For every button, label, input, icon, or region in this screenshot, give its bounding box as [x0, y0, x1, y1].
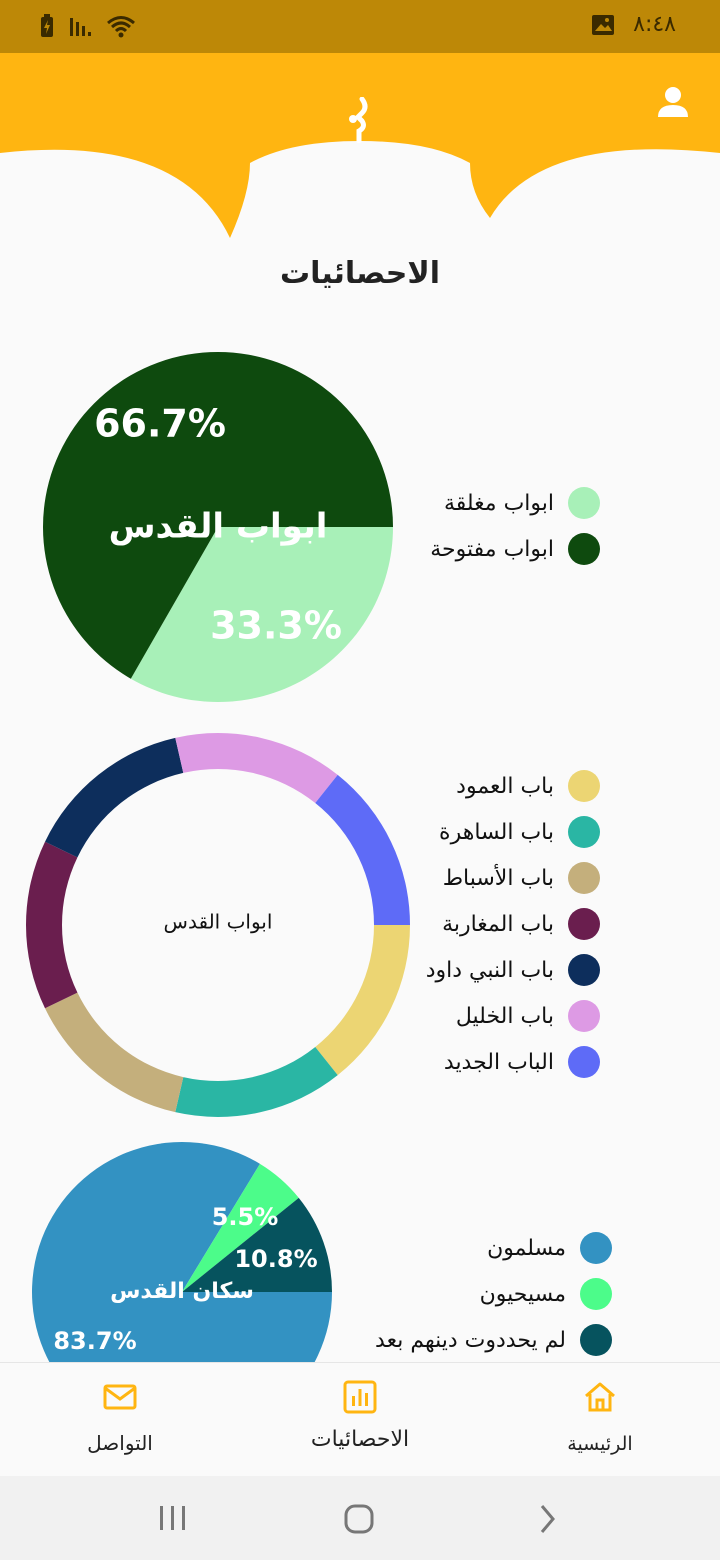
legend-item: الباب الجديد: [400, 1039, 600, 1085]
legend-label: مسيحيون: [479, 1281, 566, 1307]
pie-slice: [42, 352, 393, 679]
legend-item: باب العمود: [400, 763, 600, 809]
signal-icon: [70, 18, 91, 36]
legend-label: باب الأسباط: [442, 865, 554, 891]
pie-slice: [182, 1163, 299, 1292]
system-navigation-bar: [0, 1476, 720, 1560]
legend-label: ابواب مغلقة: [443, 490, 554, 516]
donut-segment: [175, 733, 338, 804]
nav-label-contact: التواصل: [87, 1431, 153, 1455]
home-icon: [585, 1382, 615, 1412]
legend-dot: [580, 1324, 612, 1356]
donut-segment: [315, 925, 410, 1076]
donut-segment: [315, 774, 410, 925]
legend-dot: [568, 908, 600, 940]
nav-label-statistics: الاحصائيات: [310, 1427, 410, 1452]
gates-donut-chart: ابواب القدس: [26, 733, 410, 1117]
profile-button[interactable]: [656, 85, 690, 119]
population-pie-chart: 83.7% 5.5% 10.8% سكان القدس: [32, 1142, 332, 1362]
legend-dot: [568, 770, 600, 802]
nav-item-statistics[interactable]: الاحصائيات: [280, 1363, 440, 1477]
gates-open-closed-pie-chart: 66.7% 33.3% ابواب القدس: [42, 352, 393, 702]
legend-dot: [568, 816, 600, 848]
nav-item-contact[interactable]: التواصل: [40, 1363, 200, 1477]
chart2-legend: باب العمود باب الساهرة باب الأسباط باب ا…: [400, 763, 600, 1085]
legend-dot: [580, 1278, 612, 1310]
page-title: الاحصائيات: [280, 256, 440, 291]
legend-dot: [568, 862, 600, 894]
legend-item: باب الخليل: [400, 993, 600, 1039]
app-header: [0, 53, 720, 243]
legend-item: باب الأسباط: [400, 855, 600, 901]
nav-label-home: الرئيسية: [567, 1433, 633, 1455]
legend-item: ابواب مغلقة: [400, 480, 600, 526]
legend-item: باب النبي داود: [400, 947, 600, 993]
legend-item: مسيحيون: [330, 1271, 612, 1317]
recent-apps-icon[interactable]: [158, 1504, 188, 1532]
chart1-legend: ابواب مغلقة ابواب مفتوحة: [400, 480, 600, 572]
pie-slice: [130, 527, 393, 702]
legend-label: ابواب مفتوحة: [430, 536, 554, 562]
legend-dot: [568, 954, 600, 986]
legend-label: مسلمون: [487, 1235, 566, 1261]
legend-label: الباب الجديد: [443, 1049, 554, 1075]
mail-icon: [103, 1384, 137, 1410]
legend-dot: [568, 533, 600, 565]
legend-label: باب المغاربة: [442, 911, 554, 937]
legend-dot: [568, 487, 600, 519]
pie-slice: [32, 1142, 332, 1362]
slice-label: 66.7%: [94, 402, 226, 446]
home-circle-icon[interactable]: [344, 1504, 374, 1534]
donut-segment: [45, 737, 184, 858]
legend-label: باب النبي داود: [425, 957, 554, 983]
legend-item: باب المغاربة: [400, 901, 600, 947]
legend-dot: [568, 1046, 600, 1078]
slice-label: 5.5%: [212, 1203, 279, 1231]
bar-chart-icon: [343, 1380, 377, 1414]
slice-label: 10.8%: [234, 1245, 317, 1273]
slice-label: 83.7%: [53, 1327, 136, 1355]
status-time: ٨:٤٨: [633, 12, 676, 37]
app-logo: [349, 97, 368, 143]
donut-segment: [26, 841, 78, 1009]
donut-segment: [175, 1046, 338, 1117]
slice-label: 33.3%: [210, 604, 342, 648]
back-icon[interactable]: [537, 1504, 557, 1534]
legend-label: لم يحددوت دينهم بعد: [375, 1327, 566, 1353]
legend-label: باب العمود: [456, 773, 554, 799]
chart3-legend: مسلمون مسيحيون لم يحددوت دينهم بعد: [330, 1225, 612, 1363]
header-dome-shape: [0, 53, 720, 238]
legend-dot: [580, 1232, 612, 1264]
wifi-icon: [107, 16, 135, 38]
status-bar: ٨:٤٨: [0, 0, 720, 53]
chart-center-label: ابواب القدس: [109, 507, 328, 547]
legend-item: باب الساهرة: [400, 809, 600, 855]
pie-slice: [182, 1197, 332, 1292]
gallery-icon: [592, 14, 615, 35]
legend-label: باب الخليل: [455, 1003, 554, 1029]
donut-segment: [45, 992, 184, 1113]
legend-item: مسلمون: [330, 1225, 612, 1271]
chart-center-label: ابواب القدس: [164, 910, 273, 934]
bottom-navigation: التواصل الاحصائيات الرئيسية: [0, 1362, 720, 1477]
chart-center-label: سكان القدس: [110, 1279, 254, 1304]
battery-charging-icon: [41, 14, 53, 37]
legend-label: باب الساهرة: [439, 819, 554, 845]
legend-item: لم يحددوت دينهم بعد: [330, 1317, 612, 1363]
legend-item: ابواب مفتوحة: [400, 526, 600, 572]
nav-item-home[interactable]: الرئيسية: [520, 1363, 680, 1477]
legend-dot: [568, 1000, 600, 1032]
